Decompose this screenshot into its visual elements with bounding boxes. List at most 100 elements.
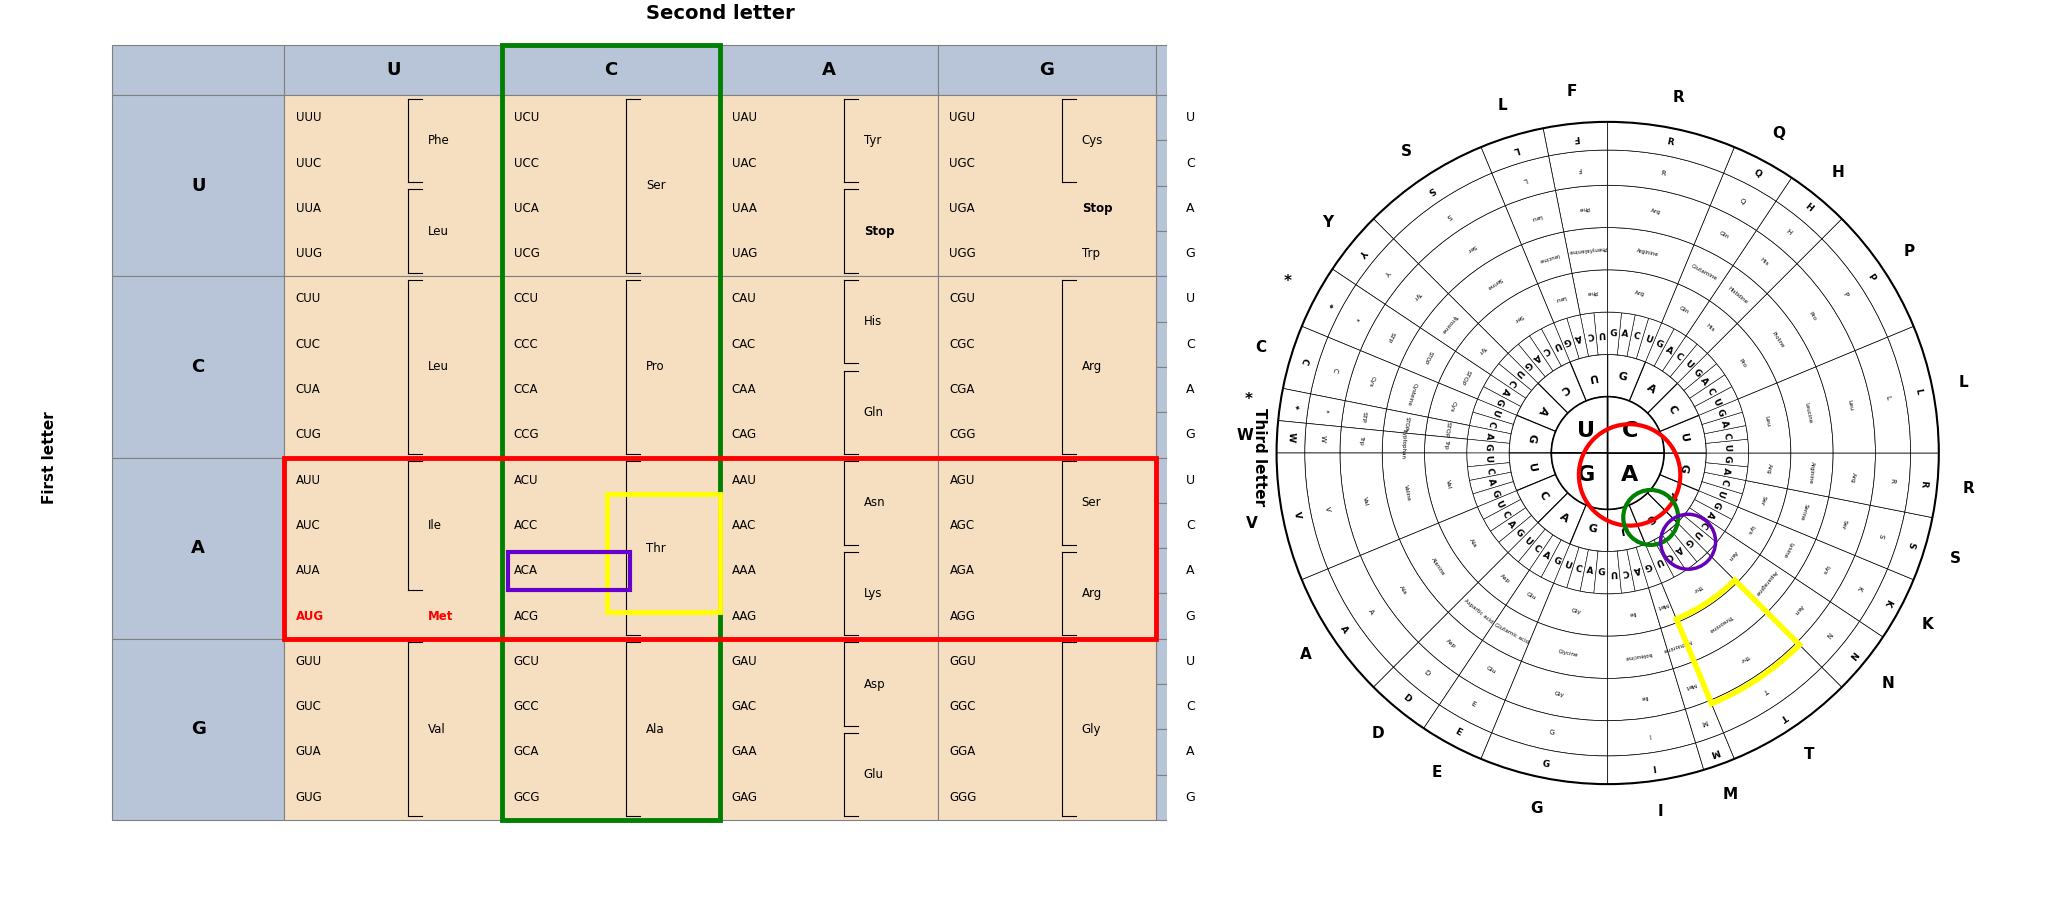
Text: Asparagine: Asparagine — [1753, 569, 1778, 596]
Bar — [721, 95, 938, 276]
Text: A: A — [190, 539, 205, 557]
Wedge shape — [1438, 507, 1507, 583]
Text: Gln: Gln — [864, 406, 885, 419]
Text: Leu: Leu — [1845, 399, 1853, 411]
Text: Asp: Asp — [1499, 573, 1511, 583]
Text: L: L — [1511, 144, 1520, 155]
Text: U: U — [1186, 111, 1194, 124]
Wedge shape — [1677, 516, 1716, 553]
Wedge shape — [1733, 230, 1796, 294]
Text: G: G — [1483, 443, 1493, 451]
Text: ACU: ACU — [514, 474, 539, 487]
Bar — [502, 45, 721, 95]
Text: Arg: Arg — [1849, 472, 1855, 483]
Wedge shape — [1522, 622, 1608, 679]
Text: A: A — [1487, 477, 1497, 487]
Wedge shape — [1626, 547, 1649, 592]
Text: G: G — [1513, 527, 1526, 539]
Bar — [1155, 458, 1225, 503]
Text: Ser: Ser — [1759, 495, 1767, 506]
Wedge shape — [1382, 409, 1427, 435]
Wedge shape — [1419, 206, 1522, 294]
Wedge shape — [1739, 480, 1788, 523]
Wedge shape — [1518, 475, 1569, 523]
Text: CGU: CGU — [950, 293, 975, 305]
Wedge shape — [1694, 206, 1757, 265]
Wedge shape — [1661, 284, 1710, 336]
Text: H: H — [1784, 228, 1792, 236]
Text: CAC: CAC — [731, 338, 756, 351]
Bar — [502, 276, 721, 458]
Text: S: S — [1907, 541, 1917, 549]
Text: U: U — [1653, 555, 1665, 567]
Text: GUU: GUU — [295, 655, 322, 668]
Wedge shape — [1425, 453, 1477, 523]
Text: E: E — [1470, 701, 1477, 708]
Wedge shape — [1673, 661, 1710, 709]
Wedge shape — [1481, 733, 1608, 784]
Text: Pro: Pro — [645, 361, 664, 373]
Text: U: U — [1677, 432, 1690, 443]
Text: STOP: STOP — [1421, 349, 1434, 364]
Text: L: L — [1913, 388, 1923, 395]
Text: AGU: AGU — [950, 474, 975, 487]
Text: L: L — [1497, 98, 1507, 113]
Bar — [113, 95, 285, 276]
Text: Leucine: Leucine — [1538, 252, 1559, 263]
Wedge shape — [1645, 540, 1673, 583]
Wedge shape — [1571, 354, 1608, 401]
Text: C: C — [604, 62, 618, 79]
Text: Ser: Ser — [645, 179, 666, 192]
Text: M: M — [1708, 746, 1720, 757]
Text: C: C — [1331, 367, 1337, 373]
Text: U: U — [1587, 371, 1597, 382]
Text: Leu: Leu — [1530, 213, 1542, 221]
Text: AAG: AAG — [731, 610, 758, 622]
Text: CUC: CUC — [295, 338, 322, 351]
Wedge shape — [1739, 383, 1790, 453]
Text: U: U — [1690, 527, 1702, 539]
Text: U: U — [1597, 329, 1606, 338]
Wedge shape — [1393, 173, 1505, 264]
Wedge shape — [1448, 583, 1505, 641]
Text: U: U — [1526, 463, 1538, 474]
Text: AAU: AAU — [731, 474, 756, 487]
Bar — [1155, 729, 1225, 775]
Text: Ile: Ile — [1628, 611, 1636, 616]
Text: U: U — [1186, 655, 1194, 668]
Text: Thr: Thr — [1692, 583, 1704, 593]
Text: F: F — [1567, 84, 1577, 100]
Bar — [1155, 45, 1225, 95]
Wedge shape — [1776, 178, 1841, 239]
Wedge shape — [1677, 583, 1767, 661]
Text: UAA: UAA — [731, 202, 756, 215]
Text: W: W — [1319, 436, 1325, 442]
Text: A: A — [1645, 382, 1657, 395]
Wedge shape — [1888, 326, 1939, 453]
Wedge shape — [1796, 239, 1888, 351]
Text: Ser: Ser — [1464, 243, 1477, 253]
Text: Met: Met — [428, 610, 453, 622]
Wedge shape — [1550, 453, 1608, 509]
Text: U: U — [1489, 408, 1501, 418]
Bar — [721, 276, 938, 458]
Text: R: R — [1673, 90, 1683, 105]
Wedge shape — [1477, 491, 1522, 519]
Text: ACC: ACC — [514, 519, 539, 532]
Text: V: V — [1245, 516, 1257, 531]
Text: C: C — [1186, 519, 1194, 532]
Text: Threonine: Threonine — [1708, 613, 1735, 632]
Bar — [1155, 95, 1225, 140]
Wedge shape — [1466, 453, 1509, 467]
Bar — [1155, 593, 1225, 639]
Wedge shape — [1456, 323, 1507, 375]
Text: Phe: Phe — [1577, 205, 1589, 211]
Bar — [938, 639, 1155, 820]
Bar — [1155, 322, 1225, 367]
Wedge shape — [1479, 284, 1554, 353]
Wedge shape — [1382, 453, 1438, 539]
Wedge shape — [1538, 583, 1608, 636]
Text: G: G — [1526, 432, 1538, 443]
Bar — [1155, 548, 1225, 593]
Text: P: P — [1841, 291, 1849, 298]
